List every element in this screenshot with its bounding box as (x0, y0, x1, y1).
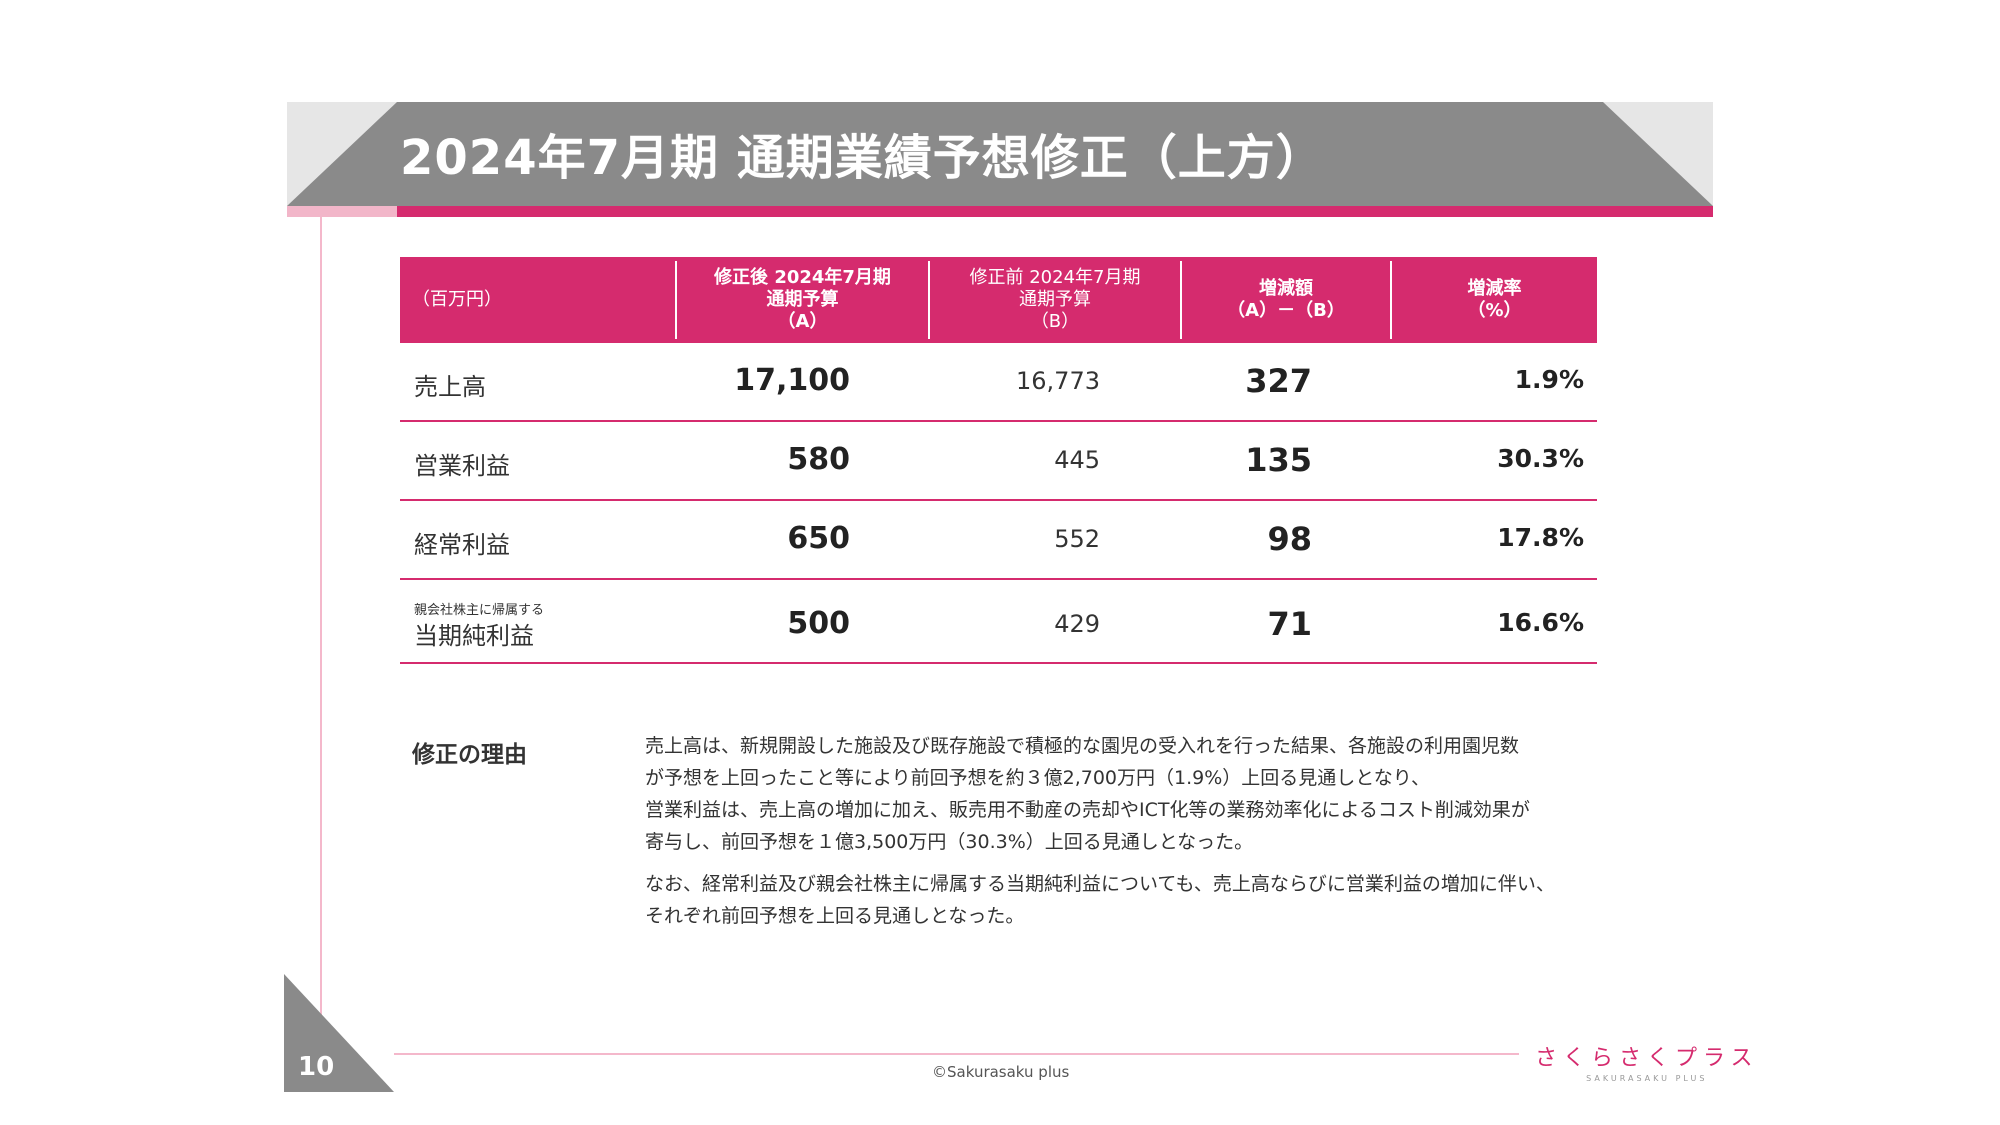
footer-rule (394, 1053, 1519, 1055)
col-d-line2: （A）－（B） (1227, 300, 1345, 321)
value-diff: 327 (1245, 362, 1312, 400)
value-diff: 98 (1267, 520, 1312, 558)
col-r-line1: 増減率 (1467, 278, 1522, 299)
logo-subtext: SAKURASAKU PLUS (1586, 1074, 1708, 1083)
reason-line: それぞれ前回予想を上回る見通しとなった。 (645, 905, 1025, 927)
col-header-diff: 増減額 （A）－（B） (1182, 257, 1390, 343)
header-underline-accent (287, 206, 397, 217)
page-number: 10 (298, 1052, 335, 1082)
value-revised: 650 (787, 521, 850, 556)
table-row: 売上高 17,100 16,773 327 1.9% (400, 343, 1597, 422)
col-d-line1: 増減額 (1259, 278, 1313, 299)
col-a-line3: （A） (777, 311, 828, 332)
row-label: 経常利益 (414, 531, 510, 559)
value-revised: 580 (787, 442, 850, 477)
value-diff: 71 (1267, 605, 1312, 643)
vertical-rule (320, 217, 322, 1017)
value-diff: 135 (1245, 441, 1312, 479)
value-previous: 16,773 (1016, 367, 1100, 395)
header-right-triangle (1603, 102, 1713, 206)
reason-line: が予想を上回ったこと等により前回予想を約３億2,700万円（1.9%）上回る見通… (645, 767, 1430, 789)
footer-triangle (284, 974, 394, 1092)
value-rate: 17.8% (1497, 523, 1584, 552)
header-band (287, 102, 1713, 206)
col-header-previous: 修正前 2024年7月期 通期予算 （B） (930, 257, 1180, 343)
header-separator (675, 261, 677, 339)
reason-heading: 修正の理由 (412, 742, 527, 768)
value-previous: 552 (1054, 525, 1100, 553)
col-b-line2: 通期予算 (1019, 289, 1091, 310)
page-title: 2024年7月期 通期業績予想修正（上方） (400, 130, 1325, 186)
header-separator (1390, 261, 1392, 339)
header-left-triangle (287, 102, 397, 206)
value-revised: 17,100 (734, 363, 850, 398)
unit-label: （百万円） (412, 289, 502, 310)
value-revised: 500 (787, 606, 850, 641)
value-rate: 1.9% (1514, 365, 1584, 394)
col-b-line3: （B） (1030, 311, 1080, 332)
reason-line: 売上高は、新規開設した施設及び既存施設で積極的な園児の受入れを行った結果、各施設… (645, 735, 1520, 757)
col-a-line2: 通期予算 (766, 289, 839, 310)
row-sublabel: 親会社株主に帰属する (414, 603, 545, 618)
col-r-line2: （%） (1467, 300, 1522, 321)
header-underline (287, 206, 1713, 217)
unit-header: （百万円） (400, 257, 687, 343)
row-label: 売上高 (414, 373, 486, 401)
col-a-line1: 修正後 2024年7月期 (714, 267, 891, 288)
header-separator (1180, 261, 1182, 339)
logo-text: さくらさくプラス (1535, 1046, 1759, 1071)
row-label: 営業利益 (414, 452, 510, 480)
table-header: （百万円） 修正後 2024年7月期 通期予算 （A） 修正前 2024年7月期… (400, 257, 1597, 343)
reason-line: 営業利益は、売上高の増加に加え、販売用不動産の売却やICT化等の業務効率化による… (645, 799, 1530, 821)
col-header-revised: 修正後 2024年7月期 通期予算 （A） (677, 257, 928, 343)
value-previous: 429 (1054, 610, 1100, 638)
table-row: 親会社株主に帰属する 当期純利益 500 429 71 16.6% (400, 580, 1597, 664)
table-row: 営業利益 580 445 135 30.3% (400, 422, 1597, 501)
reason-body: 売上高は、新規開設した施設及び既存施設で積極的な園児の受入れを行った結果、各施設… (645, 730, 1595, 932)
row-label: 当期純利益 (414, 622, 534, 650)
value-rate: 16.6% (1497, 608, 1584, 637)
value-rate: 30.3% (1497, 444, 1584, 473)
reason-line: なお、経常利益及び親会社株主に帰属する当期純利益についても、売上高ならびに営業利… (645, 873, 1555, 895)
col-b-line1: 修正前 2024年7月期 (969, 267, 1141, 288)
copyright-text: ©Sakurasaku plus (932, 1063, 1070, 1081)
table-row: 経常利益 650 552 98 17.8% (400, 501, 1597, 580)
header-separator (928, 261, 930, 339)
reason-line: 寄与し、前回予想を１億3,500万円（30.3%）上回る見通しとなった。 (645, 831, 1254, 853)
forecast-table: （百万円） 修正後 2024年7月期 通期予算 （A） 修正前 2024年7月期… (400, 257, 1597, 664)
value-previous: 445 (1054, 446, 1100, 474)
brand-logo: さくらさくプラス SAKURASAKU PLUS (1535, 1040, 1759, 1083)
col-header-rate: 増減率 （%） (1392, 257, 1597, 343)
